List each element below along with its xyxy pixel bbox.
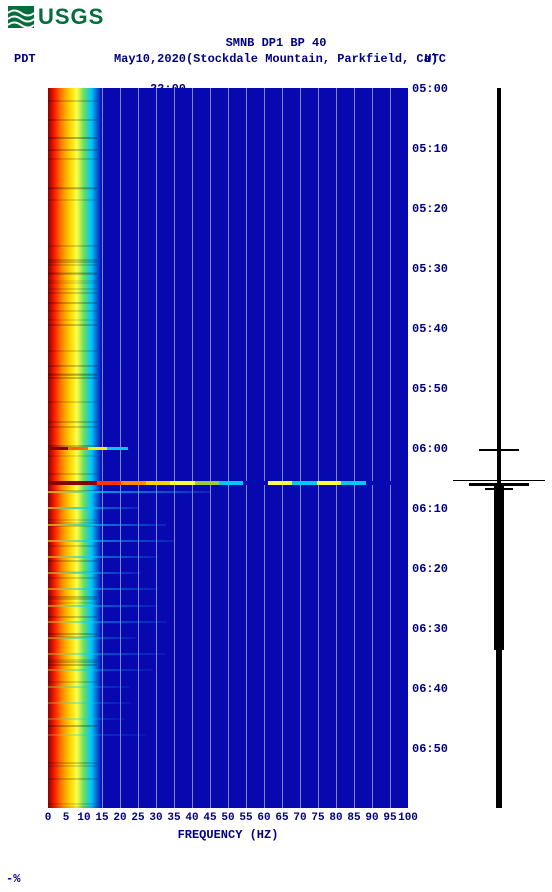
xtick: 80 [329,812,342,824]
waveform-spike [479,449,519,451]
xtick: 45 [203,812,216,824]
waveform-thick [496,650,502,808]
aftershock-band [48,621,167,623]
ytick-utc: 06:50 [412,742,452,756]
gridline-v [336,88,337,808]
gridline-v [354,88,355,808]
waveform-thick [494,484,504,650]
ytick-utc: 05:50 [412,382,452,396]
plot-title: SMNB DP1 BP 40 [0,36,552,50]
spectrogram-plot [48,88,408,808]
xtick: 5 [63,812,70,824]
gridline-v [246,88,247,808]
aftershock-band [48,572,141,574]
xtick: 90 [365,812,378,824]
ytick-utc: 05:20 [412,202,452,216]
gridline-v [318,88,319,808]
aftershock-band [48,718,125,720]
aftershock-band [48,637,136,639]
seismic-event-1 [48,481,390,485]
gridline-v [156,88,157,808]
xtick: 35 [167,812,180,824]
xtick: 100 [398,812,418,824]
ytick-utc: 06:40 [412,682,452,696]
xtick: 25 [131,812,144,824]
aftershock-band [48,702,131,704]
waveform-spike [469,483,529,486]
ytick-utc: 05:30 [412,262,452,276]
gridline-v [300,88,301,808]
usgs-wave-icon [8,6,34,28]
xtick: 70 [293,812,306,824]
usgs-logo-text: USGS [38,4,104,30]
waveform-spike [485,488,513,490]
gridline-v [174,88,175,808]
gridline-v [390,88,391,808]
ytick-utc: 06:10 [412,502,452,516]
xtick: 75 [311,812,324,824]
gridline-v [228,88,229,808]
xtick: 50 [221,812,234,824]
ytick-utc: 06:00 [412,442,452,456]
ytick-utc: 05:00 [412,82,452,96]
aftershock-band [48,524,166,526]
timezone-right: UTC [424,52,446,66]
aftershock-band [48,588,158,590]
gridline-v [372,88,373,808]
gridline-v [264,88,265,808]
aftershock-band [48,491,211,493]
xtick: 65 [275,812,288,824]
aftershock-band [48,605,157,607]
gridline-v [210,88,211,808]
aftershock-band [48,653,165,655]
aftershock-band [48,507,138,509]
xtick: 15 [95,812,108,824]
ytick-utc: 06:20 [412,562,452,576]
footer-mark: -% [6,872,20,886]
xtick: 10 [77,812,90,824]
xtick: 85 [347,812,360,824]
aftershock-band [48,669,153,671]
y-axis-utc: 05:0005:1005:2005:3005:4005:5006:0006:10… [412,88,452,808]
waveform-spike [453,480,545,481]
gridline-v [138,88,139,808]
xtick: 30 [149,812,162,824]
xtick: 95 [383,812,396,824]
xtick: 20 [113,812,126,824]
aftershock-band [48,734,146,736]
xtick: 55 [239,812,252,824]
aftershock-band [48,556,158,558]
ytick-utc: 05:40 [412,322,452,336]
usgs-logo: USGS [8,4,104,30]
xtick: 60 [257,812,270,824]
aftershock-band [48,686,130,688]
seismic-event-0 [48,447,127,450]
xtick: 40 [185,812,198,824]
gridline-v [282,88,283,808]
spectrogram-canvas [48,88,408,808]
gridline-v [408,88,409,808]
waveform-strip [476,88,522,808]
x-axis-label: FREQUENCY (HZ) [48,828,408,842]
plot-subtitle: May10,2020(Stockdale Mountain, Parkfield… [0,52,552,66]
ytick-utc: 05:10 [412,142,452,156]
ytick-utc: 06:30 [412,622,452,636]
xtick: 0 [45,812,52,824]
gridline-v [192,88,193,808]
aftershock-band [48,540,174,542]
